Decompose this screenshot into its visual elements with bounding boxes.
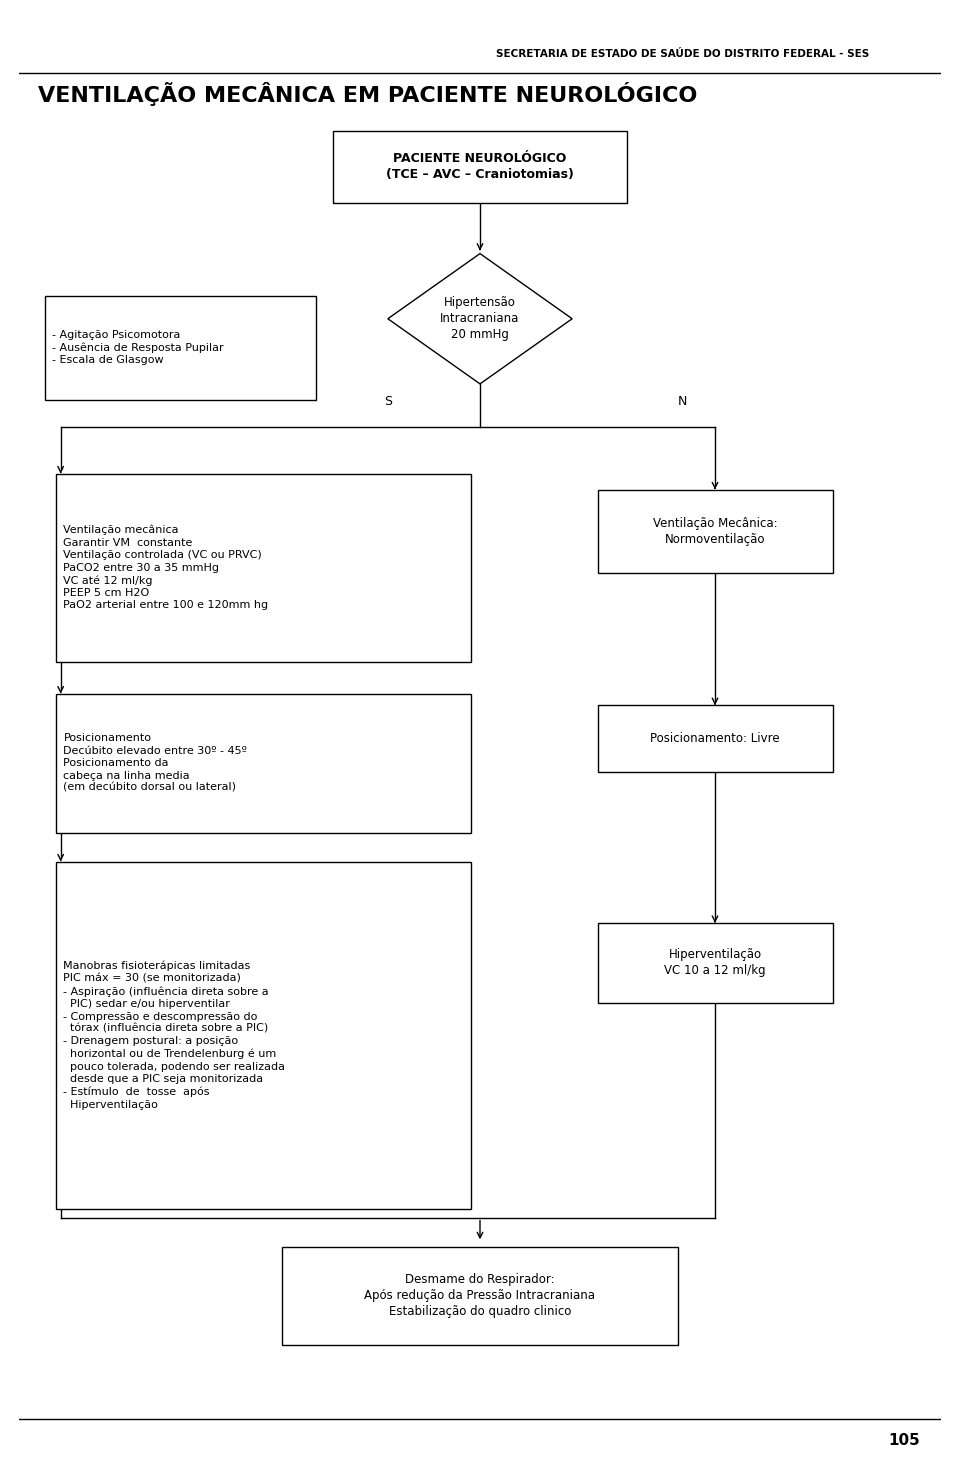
Text: VENTILAÇÃO MECÂNICA EM PACIENTE NEUROLÓGICO: VENTILAÇÃO MECÂNICA EM PACIENTE NEUROLÓG… [37, 83, 697, 106]
FancyBboxPatch shape [597, 705, 832, 772]
Text: S: S [384, 394, 392, 408]
FancyBboxPatch shape [597, 489, 832, 573]
FancyBboxPatch shape [282, 1247, 678, 1346]
Text: 105: 105 [888, 1433, 920, 1447]
Text: - Agitação Psicomotora
- Ausência de Resposta Pupilar
- Escala de Glasgow: - Agitação Psicomotora - Ausência de Res… [52, 329, 224, 365]
FancyBboxPatch shape [597, 923, 832, 1003]
Text: N: N [678, 394, 687, 408]
FancyBboxPatch shape [56, 474, 470, 662]
FancyBboxPatch shape [44, 295, 317, 400]
Text: PACIENTE NEUROLÓGICO
(TCE – AVC – Craniotomias): PACIENTE NEUROLÓGICO (TCE – AVC – Cranio… [386, 152, 574, 182]
Text: Ventilação Mecânica:
Normoventilação: Ventilação Mecânica: Normoventilação [653, 517, 778, 546]
Text: Ventilação mecânica
Garantir VM  constante
Ventilação controlada (VC ou PRVC)
Pa: Ventilação mecânica Garantir VM constant… [63, 524, 269, 610]
Text: Manobras fisioterápicas limitadas
PIC máx = 30 (se monitorizada)
- Aspiração (in: Manobras fisioterápicas limitadas PIC má… [63, 962, 285, 1109]
Text: SECRETARIA DE ESTADO DE SAÚDE DO DISTRITO FEDERAL - SES: SECRETARIA DE ESTADO DE SAÚDE DO DISTRIT… [496, 49, 870, 59]
Text: Desmame do Respirador:
Após redução da Pressão Intracraniana
Estabilização do qu: Desmame do Respirador: Após redução da P… [365, 1273, 595, 1319]
Text: Hipertensão
Intracraniana
20 mmHg: Hipertensão Intracraniana 20 mmHg [441, 297, 519, 341]
Text: Posicionamento: Livre: Posicionamento: Livre [650, 733, 780, 744]
Polygon shape [388, 254, 572, 384]
Text: Hiperventilação
VC 10 a 12 ml/kg: Hiperventilação VC 10 a 12 ml/kg [664, 948, 766, 978]
Text: Posicionamento
Decúbito elevado entre 30º - 45º
Posicionamento da
cabeça na linh: Posicionamento Decúbito elevado entre 30… [63, 733, 248, 793]
FancyBboxPatch shape [332, 130, 628, 202]
FancyBboxPatch shape [56, 694, 470, 833]
FancyBboxPatch shape [56, 861, 470, 1208]
